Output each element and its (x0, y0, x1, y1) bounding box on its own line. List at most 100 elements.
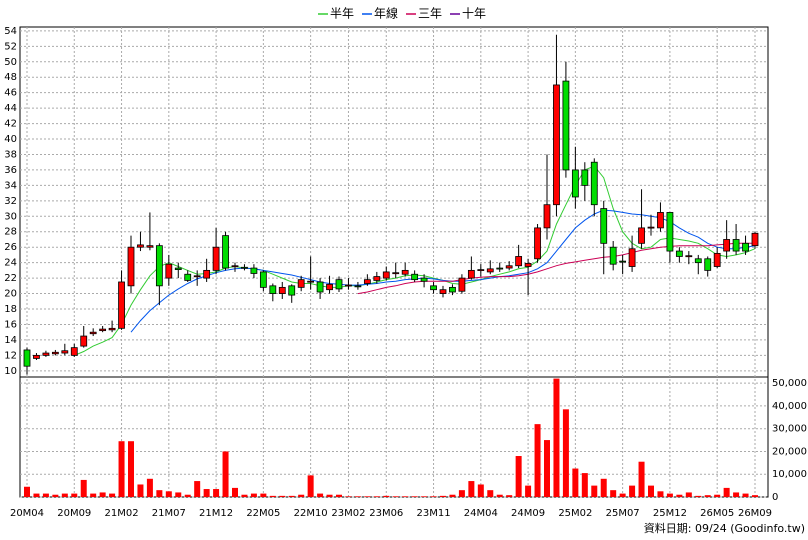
y-tick-label: 28 (4, 227, 17, 238)
y-tick-label: 22 (4, 273, 17, 284)
candle-body (600, 208, 608, 244)
volume-bar (619, 493, 626, 497)
candle-body (449, 286, 456, 293)
candle-body (203, 269, 211, 279)
candle-body (174, 267, 182, 271)
candle-body (694, 258, 702, 264)
volume-bar (213, 489, 220, 497)
volume-bar (733, 492, 740, 497)
candle-body (33, 354, 40, 359)
volume-bar (165, 491, 172, 497)
candle-body (250, 267, 258, 274)
x-tick-label: 22M10 (294, 508, 328, 519)
candle-body (99, 328, 107, 332)
candle-body (345, 284, 352, 287)
candle-body (231, 265, 239, 268)
y-tick-label: 52 (4, 41, 17, 52)
volume-tick-label: 0 (772, 492, 778, 503)
volume-bar (496, 494, 503, 497)
volume-bar (392, 496, 399, 497)
candle-body (524, 263, 532, 267)
candle-body (723, 239, 731, 252)
candle-body (288, 285, 296, 296)
volume-bar (666, 493, 673, 497)
candle-body (354, 285, 362, 288)
legend-label: 十年 (462, 7, 486, 21)
volume-bar (109, 493, 116, 497)
candle-body (89, 331, 97, 335)
x-tick-label: 23M02 (331, 508, 365, 519)
y-tick-label: 38 (4, 149, 17, 160)
footer: 資料日期: 09/24 (Goodinfo.tw) (644, 521, 805, 535)
candle-body (373, 276, 381, 281)
candle-body (675, 250, 683, 257)
volume-bar (534, 424, 541, 497)
y-tick-label: 18 (4, 304, 17, 315)
candle-body (278, 286, 286, 294)
volume-bar (373, 496, 380, 497)
volume-bar (430, 496, 437, 497)
candle-body (609, 246, 617, 265)
volume-bar (354, 496, 361, 497)
candle-body (335, 279, 343, 290)
candle-body (326, 283, 333, 291)
volume-bar (128, 441, 134, 497)
candle-body (222, 235, 229, 269)
y-tick-label: 40 (4, 134, 17, 145)
candle-body (439, 289, 447, 294)
candle-body (146, 245, 154, 248)
candle-body (638, 227, 645, 244)
volume-bar (506, 495, 513, 497)
y-tick-label: 30 (4, 211, 17, 222)
volume-bar (562, 409, 569, 497)
candle-body (581, 169, 589, 186)
x-tick-label: 24M09 (511, 508, 545, 519)
volume-bar (364, 496, 371, 497)
volume-bar (695, 495, 702, 497)
volume-bar (638, 461, 645, 497)
volume-bar (156, 490, 163, 497)
y-tick-label: 42 (4, 119, 17, 130)
x-tick-label: 25M02 (558, 508, 592, 519)
legend-label: 年線 (374, 6, 398, 21)
volume-bar (99, 492, 106, 497)
candle-body (505, 265, 513, 269)
y-tick-label: 50 (4, 57, 17, 68)
volume-bar (222, 451, 229, 497)
candle-body (430, 285, 437, 291)
volume-bar (269, 495, 276, 497)
volume-bar (752, 495, 758, 497)
y-tick-label: 24 (4, 258, 17, 269)
x-tick-label: 21M12 (199, 508, 233, 519)
candle-body (704, 258, 712, 271)
candle-body (515, 256, 523, 267)
volume-bar (118, 441, 125, 497)
candle-body (657, 212, 664, 229)
candle-body (23, 349, 31, 367)
candle-body (458, 277, 466, 292)
candle-body (534, 227, 541, 260)
volume-bar (383, 495, 390, 497)
volume-bar (458, 490, 465, 497)
volume-bar (345, 496, 352, 497)
volume-bar (71, 493, 78, 497)
volume-bar (723, 487, 730, 497)
legend-label: 半年 (330, 7, 354, 21)
candle-body (42, 352, 50, 356)
volume-bar (581, 473, 588, 497)
y-tick-label: 20 (4, 289, 17, 300)
volume-bar (742, 493, 749, 497)
candle-body (713, 252, 721, 267)
candle-body (477, 269, 485, 272)
candle-body (297, 279, 305, 288)
candle-body (155, 245, 163, 287)
candle-body (628, 248, 636, 267)
candle-body (420, 277, 428, 282)
volume-bar (288, 495, 295, 497)
volume-bar (137, 484, 144, 497)
volume-bar (146, 478, 153, 497)
volume-bar (657, 491, 664, 497)
volume-bar (411, 496, 418, 497)
volume-tick-label: 40,000 (772, 401, 807, 412)
